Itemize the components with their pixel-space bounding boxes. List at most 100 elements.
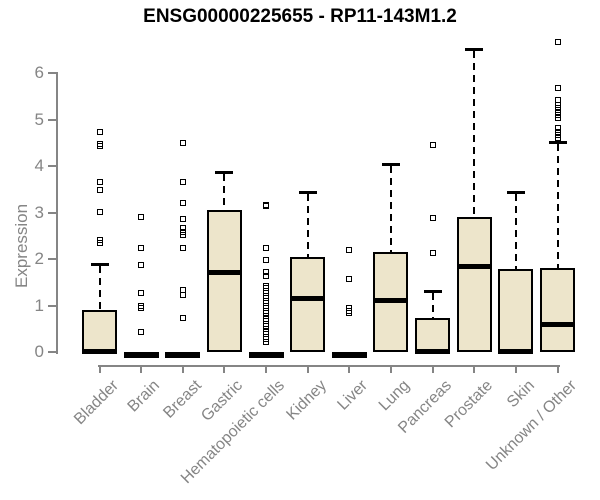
- y-tick: [48, 118, 56, 121]
- outlier-point: [138, 289, 145, 296]
- median-line: [373, 297, 409, 303]
- y-tick: [48, 72, 56, 74]
- outlier-point: [179, 178, 186, 185]
- outlier-point: [554, 102, 561, 109]
- box-whisker: [473, 50, 476, 218]
- box: [290, 256, 326, 352]
- outlier-point: [96, 178, 103, 185]
- y-tick-label: 0: [34, 342, 44, 361]
- outlier-point: [554, 108, 561, 115]
- outlier-point: [263, 256, 270, 263]
- outlier-point: [96, 208, 103, 215]
- y-tick: [48, 351, 56, 353]
- chart-title: ENSG00000225655 - RP11-143M1.2: [143, 6, 457, 27]
- x-tick: [473, 365, 476, 373]
- box-whisker: [514, 193, 517, 270]
- whisker-cap: [215, 171, 234, 175]
- x-tick: [431, 365, 434, 373]
- y-tick: [48, 304, 56, 307]
- outlier-point: [346, 247, 353, 254]
- y-tick-label: 1: [34, 295, 44, 315]
- median-line: [456, 263, 492, 269]
- whisker-cap: [423, 290, 442, 294]
- median-line: [123, 352, 159, 358]
- median-line: [415, 348, 451, 354]
- x-tick: [181, 365, 184, 373]
- outlier-point: [554, 38, 561, 45]
- outlier-point: [96, 128, 103, 135]
- x-tick: [556, 365, 559, 373]
- box: [206, 210, 242, 352]
- outlier-point: [263, 273, 270, 280]
- outlier-point: [179, 287, 186, 294]
- x-tick: [306, 365, 309, 373]
- y-tick-label: 4: [34, 156, 44, 175]
- y-tick-label: 2: [34, 249, 44, 268]
- box: [498, 269, 534, 352]
- outlier-point: [554, 115, 561, 122]
- outlier-point: [554, 84, 561, 91]
- outlier-point: [179, 200, 186, 207]
- y-axis-line: [56, 72, 58, 354]
- median-line: [498, 348, 534, 354]
- y-tick-label: 6: [34, 63, 44, 82]
- box-whisker: [98, 265, 101, 311]
- outlier-point: [554, 124, 561, 131]
- y-tick-label: 3: [34, 202, 44, 222]
- outlier-point: [346, 275, 353, 282]
- outlier-point: [263, 282, 270, 289]
- x-tick: [514, 365, 517, 373]
- box: [415, 317, 451, 352]
- y-tick: [48, 165, 56, 167]
- box: [456, 217, 492, 352]
- box-whisker: [306, 194, 309, 257]
- outlier-point: [554, 96, 561, 103]
- x-tick: [223, 365, 226, 373]
- whisker-cap: [90, 262, 109, 266]
- outlier-point: [554, 135, 561, 142]
- x-tick: [265, 365, 268, 373]
- box-whisker: [431, 293, 434, 318]
- median-line: [82, 348, 117, 354]
- outlier-point: [96, 187, 103, 194]
- x-axis-line: [97, 365, 560, 367]
- outlier-point: [179, 231, 186, 238]
- whisker-cap: [506, 190, 525, 194]
- outlier-point: [138, 329, 145, 335]
- outlier-point: [138, 262, 145, 269]
- median-line: [206, 270, 242, 276]
- median-line: [165, 352, 201, 358]
- y-tick: [48, 211, 56, 214]
- outlier-point: [96, 236, 103, 243]
- outlier-point: [179, 140, 186, 147]
- y-tick-label: 5: [34, 109, 44, 129]
- box-whisker: [556, 143, 559, 268]
- outlier-point: [429, 249, 436, 256]
- outlier-point: [429, 215, 436, 222]
- outlier-point: [554, 111, 561, 118]
- whisker-cap: [548, 140, 567, 144]
- outlier-point: [179, 216, 186, 222]
- whisker-cap: [298, 191, 317, 195]
- whisker-cap: [381, 162, 400, 166]
- outlier-point: [179, 315, 186, 322]
- box-whisker: [223, 174, 226, 211]
- outlier-point: [263, 269, 270, 276]
- outlier-point: [429, 142, 436, 149]
- outlier-point: [138, 214, 145, 221]
- outlier-point: [263, 244, 270, 251]
- whisker-cap: [465, 47, 484, 51]
- outlier-point: [263, 201, 270, 208]
- x-tick: [140, 365, 143, 373]
- x-tick: [389, 365, 392, 373]
- y-tick: [48, 258, 56, 260]
- outlier-point: [179, 225, 186, 232]
- median-line: [540, 322, 576, 328]
- x-tick: [98, 365, 101, 373]
- median-line: [290, 295, 326, 301]
- box-whisker: [389, 165, 392, 253]
- outlier-point: [346, 305, 353, 312]
- outlier-point: [179, 244, 186, 251]
- outlier-point: [179, 228, 186, 235]
